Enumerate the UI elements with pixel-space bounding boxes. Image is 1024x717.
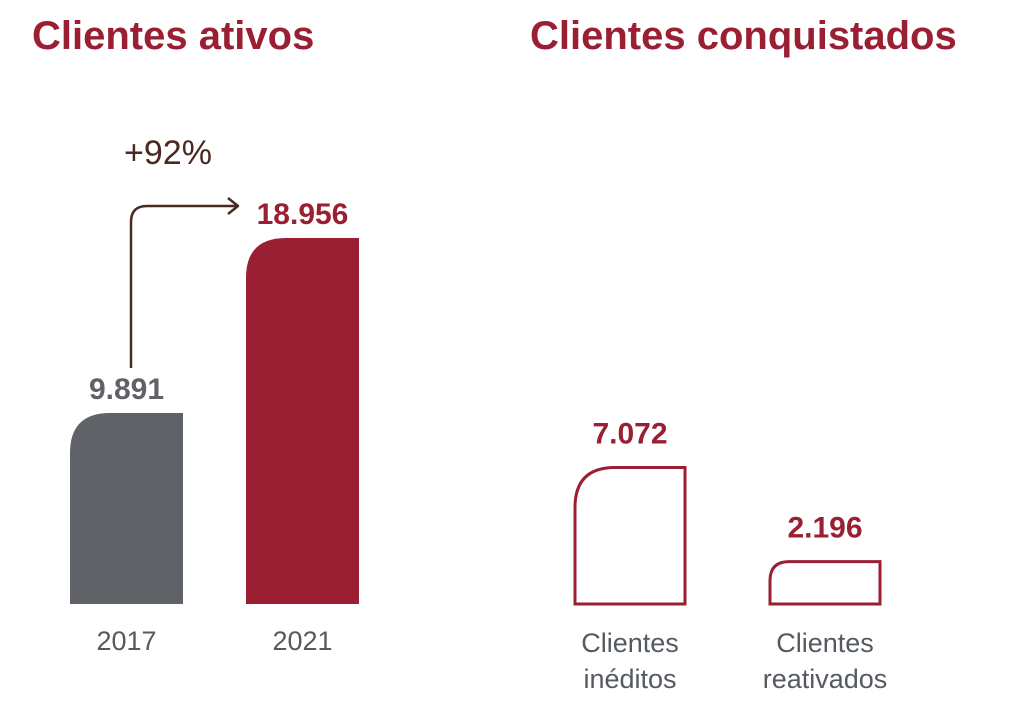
- category-label-inéditos-line2: inéditos: [583, 664, 676, 694]
- growth-annotation: +92%: [124, 134, 212, 172]
- category-label-reativados-line1: Clientes: [776, 628, 874, 658]
- bar-ativos-2017: [70, 413, 183, 604]
- category-label-reativados-line2: reativados: [763, 664, 888, 694]
- chart-title-clientes-conquistados: Clientes conquistados: [530, 14, 957, 58]
- value-label-inéditos: 7.072: [592, 417, 667, 450]
- value-label-reativados: 2.196: [787, 512, 862, 545]
- growth-arrow-icon: [227, 197, 240, 215]
- category-label-inéditos-line1: Clientes: [581, 628, 679, 658]
- growth-arrow-line: [129, 204, 236, 368]
- chart-title-clientes-ativos: Clientes ativos: [32, 14, 315, 58]
- bar-ativos-2021: [246, 238, 359, 604]
- value-label-ativos-2017: 9.891: [89, 373, 164, 406]
- bar-reativados: [768, 560, 882, 606]
- bar-inéditos: [573, 465, 687, 606]
- value-label-ativos-2021: 18.956: [257, 198, 349, 231]
- category-label-2021: 2021: [272, 626, 332, 656]
- category-label-2017: 2017: [96, 626, 156, 656]
